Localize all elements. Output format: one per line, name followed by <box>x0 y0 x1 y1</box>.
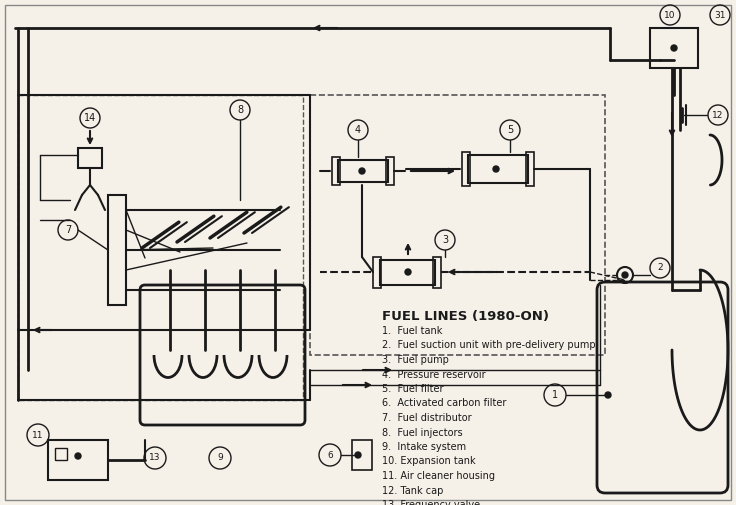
Circle shape <box>359 168 365 174</box>
Bar <box>526 152 534 186</box>
Bar <box>55 448 67 460</box>
Circle shape <box>605 392 611 398</box>
Bar <box>332 157 340 185</box>
Bar <box>108 195 126 305</box>
Text: 4: 4 <box>355 125 361 135</box>
Text: 14: 14 <box>84 113 96 123</box>
Circle shape <box>493 166 499 172</box>
Circle shape <box>622 272 628 278</box>
Bar <box>338 160 388 182</box>
Text: 11: 11 <box>32 430 43 439</box>
Text: 11. Air cleaner housing: 11. Air cleaner housing <box>382 471 495 481</box>
Text: 5: 5 <box>507 125 513 135</box>
Bar <box>462 152 470 186</box>
Text: 7.  Fuel distributor: 7. Fuel distributor <box>382 413 472 423</box>
Bar <box>373 257 381 288</box>
Bar <box>18 95 303 400</box>
Text: 10: 10 <box>665 11 676 20</box>
Text: 12: 12 <box>712 111 723 120</box>
Text: 9: 9 <box>217 453 223 463</box>
Text: 12. Tank cap: 12. Tank cap <box>382 485 443 495</box>
Text: 4.  Pressure reservoir: 4. Pressure reservoir <box>382 370 486 379</box>
Text: 1.  Fuel tank: 1. Fuel tank <box>382 326 442 336</box>
Text: 2.  Fuel suction unit with pre-delivery pump: 2. Fuel suction unit with pre-delivery p… <box>382 340 595 350</box>
Text: 2: 2 <box>657 264 663 273</box>
Text: 5.  Fuel filter: 5. Fuel filter <box>382 384 444 394</box>
Text: 8.  Fuel injectors: 8. Fuel injectors <box>382 428 463 437</box>
Bar <box>380 260 435 285</box>
Text: 9.  Intake system: 9. Intake system <box>382 442 466 452</box>
Bar <box>468 155 528 183</box>
Text: 8: 8 <box>237 105 243 115</box>
Circle shape <box>355 452 361 458</box>
Bar <box>352 440 372 470</box>
Bar <box>386 157 394 185</box>
Circle shape <box>75 453 81 459</box>
Bar <box>310 95 605 355</box>
Text: 3: 3 <box>442 235 448 245</box>
Circle shape <box>671 45 677 51</box>
Bar <box>78 148 102 168</box>
Circle shape <box>405 269 411 275</box>
Text: 1: 1 <box>552 390 558 400</box>
Text: 7: 7 <box>65 225 71 235</box>
Text: 13. Frequency valve: 13. Frequency valve <box>382 500 480 505</box>
Text: 6.  Activated carbon filter: 6. Activated carbon filter <box>382 398 506 409</box>
Text: 13: 13 <box>149 453 160 463</box>
Bar <box>650 28 698 68</box>
Bar <box>48 440 108 480</box>
Text: 10. Expansion tank: 10. Expansion tank <box>382 457 475 467</box>
Text: FUEL LINES (1980-ON): FUEL LINES (1980-ON) <box>382 310 549 323</box>
Bar <box>433 257 441 288</box>
Text: 3.  Fuel pump: 3. Fuel pump <box>382 355 449 365</box>
Text: 31: 31 <box>714 11 726 20</box>
Text: 6: 6 <box>327 450 333 460</box>
